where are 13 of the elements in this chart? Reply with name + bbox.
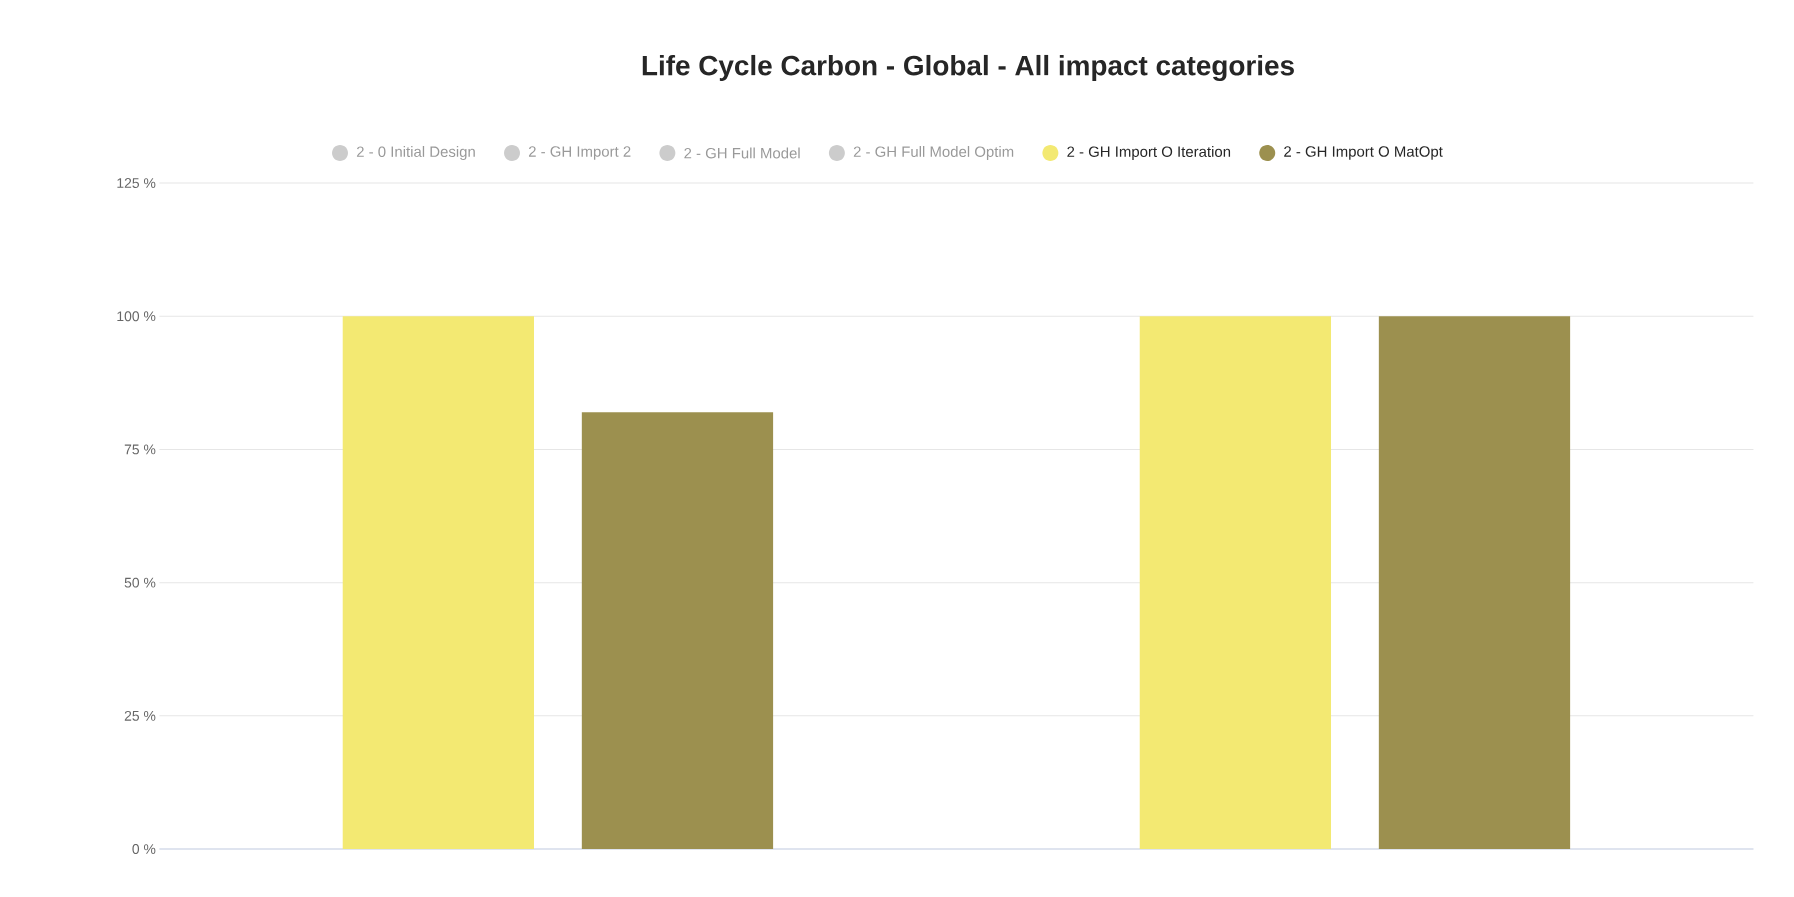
- legend-label: 2 - 0 Initial Design: [356, 146, 475, 160]
- y-tick-label: 75 %: [124, 444, 156, 455]
- legend-label: 2 - GH Import 2: [528, 146, 631, 160]
- legend-label: 2 - GH Import O Iteration: [1067, 146, 1231, 160]
- legend-label: 2 - GH Full Model Optim: [853, 146, 1014, 160]
- legend-label: 2 - GH Full Model: [684, 147, 800, 159]
- legend-label: 2 - GH Import O MatOpt: [1284, 146, 1443, 160]
- y-tick-label: 25 %: [124, 710, 156, 721]
- chart-title: Life Cycle Carbon - Global - All impact categories: [642, 54, 1294, 82]
- y-tick-label: 125 %: [117, 178, 156, 188]
- y-tick-label: 0 %: [132, 844, 156, 854]
- y-tick-label: 100 %: [117, 311, 156, 322]
- y-tick-label: 50 %: [124, 577, 156, 588]
